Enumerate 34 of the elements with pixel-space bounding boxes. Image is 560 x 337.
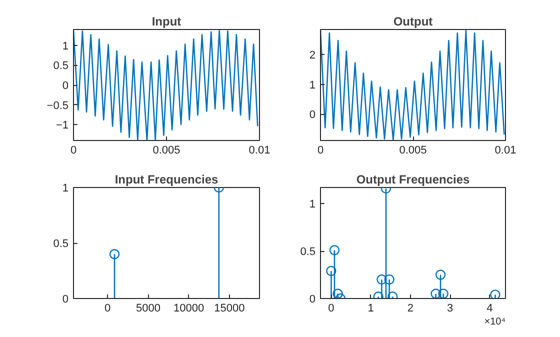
text: ×10⁴ <box>484 316 506 328</box>
y-tick-label: 2 <box>309 50 316 62</box>
x-tick-label: 3 <box>446 302 454 314</box>
x-tick-label: 10000 <box>174 302 204 314</box>
x-tick-label: 0.005 <box>399 144 427 156</box>
y-tick-label: 0 <box>62 294 69 306</box>
y-tick-label: −1 <box>56 120 69 132</box>
chart-title: Output <box>393 14 433 28</box>
x-tick-label: 0.005 <box>152 144 180 156</box>
y-tick-label: 1 <box>62 40 69 52</box>
y-tick-label: 0.5 <box>53 60 69 72</box>
chart-title: Input Frequencies <box>114 172 218 186</box>
x-tick-label: 0.01 <box>248 144 270 156</box>
x-tick-label: 5000 <box>136 302 160 314</box>
y-tick-label: −0.5 <box>46 100 69 112</box>
y-tick-label: 0.5 <box>53 238 69 250</box>
y-tick-label: 1 <box>309 198 316 211</box>
x-tick-label: 0 <box>104 302 111 314</box>
chart-title: Input <box>152 14 182 28</box>
x-tick-label: 15000 <box>214 302 245 314</box>
x-tick-label: 4 <box>486 302 493 314</box>
chart-title: Output Frequencies <box>356 172 470 186</box>
x-tick-label: 0 <box>328 302 334 314</box>
y-tick-label: 0 <box>309 109 316 122</box>
x-tick-label: 0 <box>317 144 324 156</box>
y-tick-label: 1 <box>62 182 69 194</box>
x-tick-label: 0 <box>70 144 77 156</box>
y-tick-label: 0 <box>62 80 69 92</box>
y-tick-label: 0.5 <box>300 246 316 258</box>
y-tick-label: 1 <box>309 79 316 92</box>
x-tick-label: 1 <box>368 302 374 314</box>
x-tick-label: 0.01 <box>494 144 516 156</box>
y-tick-label: 0 <box>309 294 316 306</box>
x-tick-label: 2 <box>407 302 414 314</box>
